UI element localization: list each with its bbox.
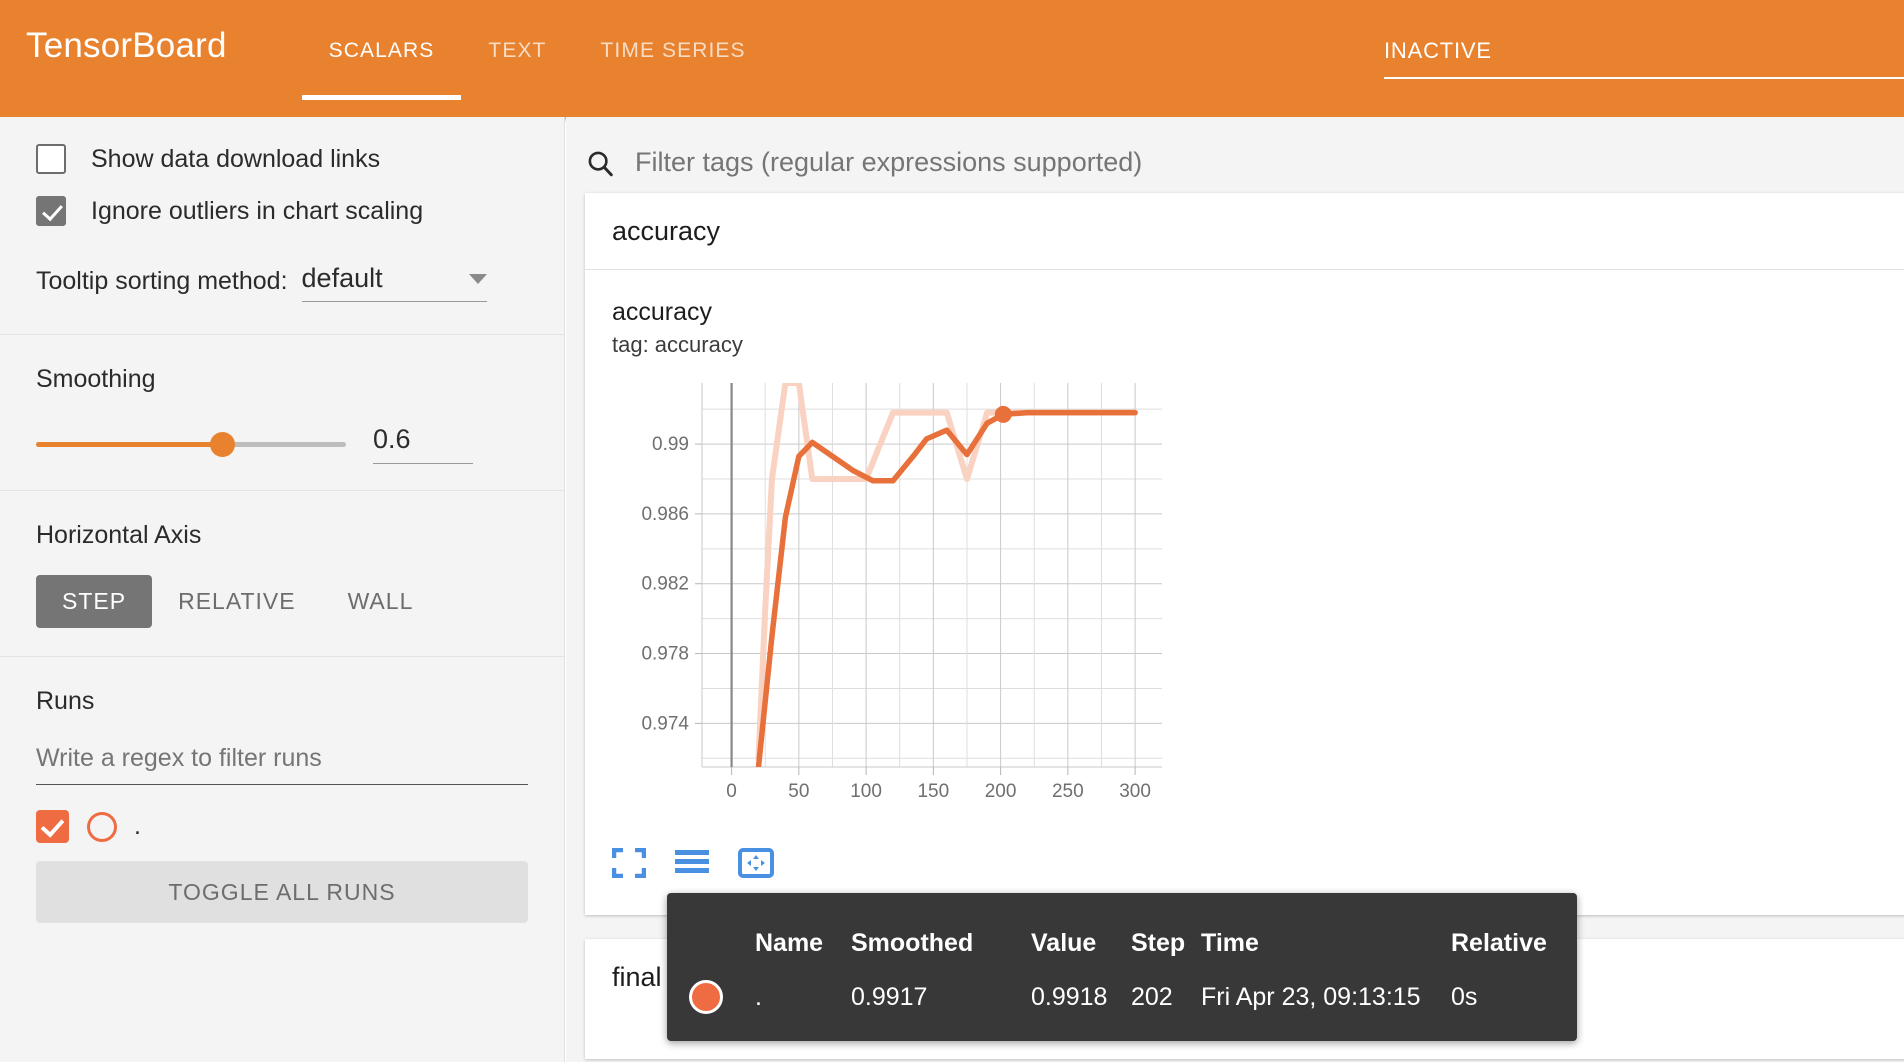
svg-text:250: 250	[1052, 781, 1084, 802]
tooltip-col-relative: Relative	[1451, 929, 1547, 957]
reload-status-area[interactable]: INACTIVE	[1384, 38, 1904, 79]
tooltip-sorting-row: Tooltip sorting method: default	[36, 263, 528, 308]
tooltip-col-smoothed: Smoothed	[851, 929, 974, 957]
show-data-download-links-label: Show data download links	[91, 144, 381, 173]
svg-text:100: 100	[850, 781, 882, 802]
chart-run-label: accuracy	[612, 298, 713, 326]
horizontal-axis-buttons: STEP RELATIVE WALL	[36, 575, 528, 628]
ignore-outliers-label: Ignore outliers in chart scaling	[91, 196, 424, 225]
card-title: final	[612, 962, 662, 992]
haxis-button-step[interactable]: STEP	[36, 575, 153, 628]
tooltip-data-row: . 0.9917 0.9918 202 Fri Apr 23, 09:13:15…	[667, 958, 1577, 1014]
chart-tag-label: tag: accuracy	[612, 332, 743, 357]
runs-section: Runs Write a regex to filter runs . TOGG…	[0, 657, 564, 923]
fit-to-screen-icon[interactable]	[612, 848, 646, 878]
svg-text:0.974: 0.974	[641, 713, 689, 734]
settings-sidebar: Show data download links Ignore outliers…	[0, 117, 565, 1062]
tooltip-col-name: Name	[755, 929, 824, 957]
tooltip-col-time: Time	[1201, 929, 1259, 957]
tooltip-value-value: 0.9918	[1031, 982, 1108, 1011]
scalar-card-accuracy: accuracy accuracy tag: accuracy 0.974 0.9…	[585, 193, 1904, 915]
smoothing-slider[interactable]	[36, 431, 346, 457]
smoothing-slider-fill	[36, 441, 222, 447]
tooltip-sorting-label: Tooltip sorting method:	[36, 267, 288, 295]
data-series-lines-icon[interactable]	[674, 848, 710, 878]
card-title: accuracy	[612, 215, 721, 246]
svg-text:0: 0	[726, 781, 737, 802]
svg-text:0.99: 0.99	[652, 434, 689, 455]
nav-tabs: SCALARS TEXT TIME SERIES	[301, 0, 773, 117]
smoothing-control-row: 0.6	[36, 424, 528, 464]
smoothing-value: 0.6	[373, 424, 411, 454]
svg-text:150: 150	[917, 781, 949, 802]
svg-text:0.982: 0.982	[641, 574, 689, 595]
tooltip-swatch-col	[667, 893, 755, 958]
horizontal-axis-section: Horizontal Axis STEP RELATIVE WALL	[0, 491, 564, 656]
top-app-bar: TensorBoard SCALARS TEXT TIME SERIES INA…	[0, 0, 1904, 117]
run-checkbox[interactable]	[36, 810, 69, 843]
pan-expand-icon[interactable]	[738, 848, 774, 878]
chart-tooltip: Name Smoothed Value Step Time Relative .…	[667, 893, 1577, 1041]
tooltip-sorting-select[interactable]: default	[301, 263, 487, 302]
tooltip-value-step: 202	[1131, 982, 1173, 1011]
smoothing-slider-thumb[interactable]	[209, 431, 235, 457]
tooltip-sorting-value: default	[301, 263, 383, 293]
accuracy-line-chart[interactable]: 0.974 0.978 0.982 0.986 0.99 0 50 100 150 200 250 3…	[612, 375, 1172, 825]
tooltip-value-name: .	[755, 982, 762, 1011]
tooltip-table: Name Smoothed Value Step Time Relative .…	[667, 893, 1577, 1014]
haxis-button-relative[interactable]: RELATIVE	[178, 588, 296, 614]
tab-time-series[interactable]: TIME SERIES	[600, 38, 746, 62]
tag-filter-placeholder: Filter tags (regular expressions support…	[635, 147, 1143, 177]
svg-text:0.986: 0.986	[641, 504, 689, 525]
status-badge: INACTIVE	[1384, 38, 1492, 63]
tooltip-run-swatch-cell	[667, 958, 755, 1014]
run-color-dot-icon	[689, 980, 723, 1014]
tab-text[interactable]: TEXT	[488, 38, 547, 62]
horizontal-axis-title: Horizontal Axis	[36, 521, 202, 549]
tooltip-col-step: Step	[1131, 929, 1186, 957]
haxis-button-wall[interactable]: WALL	[347, 588, 414, 614]
runs-filter-placeholder: Write a regex to filter runs	[36, 744, 322, 772]
divider	[0, 656, 564, 657]
chart-body: accuracy tag: accuracy 0.974 0.978 0.982 0.…	[585, 270, 1904, 915]
card-header[interactable]: accuracy	[585, 193, 1904, 270]
svg-text:50: 50	[788, 781, 809, 802]
tooltip-header-row: Name Smoothed Value Step Time Relative	[667, 893, 1577, 958]
status-underline	[1384, 77, 1904, 79]
tab-scalars[interactable]: SCALARS	[301, 0, 462, 117]
smoothing-section: Smoothing 0.6	[0, 335, 564, 490]
chevron-down-icon	[468, 274, 487, 284]
run-name-label: .	[134, 812, 141, 840]
ignore-outliers-row[interactable]: Ignore outliers in chart scaling	[36, 185, 528, 237]
sidebar-options-section: Show data download links Ignore outliers…	[0, 117, 564, 334]
search-icon	[588, 151, 613, 176]
tooltip-col-value: Value	[1031, 929, 1097, 957]
runs-title: Runs	[36, 687, 95, 715]
runs-filter-input[interactable]: Write a regex to filter runs	[36, 744, 528, 785]
svg-text:200: 200	[985, 781, 1017, 802]
show-data-download-links-row[interactable]: Show data download links	[36, 133, 528, 185]
app-title: TensorBoard	[26, 26, 227, 65]
toggle-all-runs-button[interactable]: TOGGLE ALL RUNS	[36, 861, 528, 923]
tag-filter-input[interactable]: Filter tags (regular expressions support…	[585, 132, 1904, 194]
run-color-swatch-icon	[87, 811, 117, 842]
tooltip-value-smoothed: 0.9917	[851, 982, 928, 1011]
show-data-download-links-checkbox[interactable]	[36, 144, 66, 174]
smoothing-value-field[interactable]: 0.6	[373, 424, 473, 464]
ignore-outliers-checkbox[interactable]	[36, 196, 66, 226]
svg-text:300: 300	[1119, 781, 1151, 802]
tooltip-value-relative: 0s	[1451, 982, 1478, 1011]
divider	[0, 490, 564, 491]
chart-toolbar	[612, 848, 774, 878]
divider	[0, 334, 564, 335]
tooltip-value-time: Fri Apr 23, 09:13:15	[1201, 982, 1421, 1011]
run-list-item[interactable]: .	[36, 810, 528, 843]
card-header[interactable]: final	[585, 939, 1904, 1016]
smoothing-title: Smoothing	[36, 365, 156, 393]
topbar-right-controls: INACTIVE	[1384, 0, 1904, 117]
svg-text:0.978: 0.978	[641, 644, 689, 665]
